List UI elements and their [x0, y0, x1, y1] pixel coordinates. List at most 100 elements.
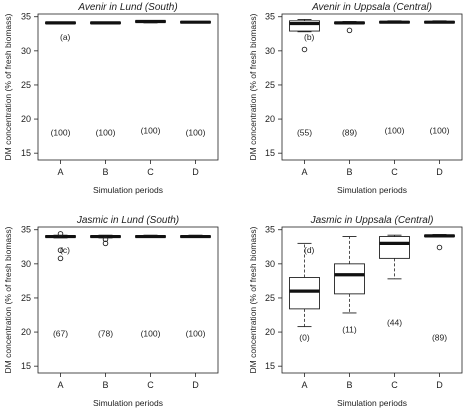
box-B: (11)	[334, 236, 365, 334]
box-D: (100)	[424, 20, 455, 136]
y-axis-label: DM concentration (% of fresh biomass)	[248, 226, 258, 373]
box-annotation: (67)	[53, 328, 68, 338]
box-B: (78)	[90, 234, 121, 338]
box-B: (100)	[90, 21, 121, 138]
panel-label: (c)	[60, 245, 70, 255]
x-axis-label: Simulation periods	[93, 185, 163, 195]
box-B: (89)	[334, 21, 365, 138]
box-A: (100)	[45, 21, 76, 138]
y-tick-label: 35	[21, 225, 31, 235]
box-iqr	[379, 236, 410, 259]
chart-title: Jasmic in Uppsala (Central)	[310, 215, 434, 226]
x-tick-label: A	[57, 167, 63, 177]
x-axis-label: Simulation periods	[337, 398, 407, 408]
box-annotation: (100)	[141, 328, 161, 338]
outlier-point	[102, 236, 109, 243]
x-tick-label: A	[301, 167, 307, 177]
x-tick-label: D	[192, 380, 199, 390]
chart-title: Avenir in Lund (South)	[77, 2, 177, 13]
y-tick-label: 25	[21, 80, 31, 90]
x-tick-label: B	[346, 380, 352, 390]
y-axis-label: DM concentration (% of fresh biomass)	[3, 13, 13, 160]
box-iqr	[334, 263, 365, 295]
panel-label: (d)	[304, 245, 315, 255]
y-tick-label: 30	[265, 259, 275, 269]
x-tick-label: D	[436, 167, 443, 177]
y-tick-label: 25	[265, 293, 275, 303]
x-tick-label: C	[147, 380, 154, 390]
box-D: (100)	[180, 20, 211, 138]
chart-panel-2: Avenir in Uppsala (Central) 15 20 25 30 35 A B C…	[248, 2, 463, 195]
outlier-point	[102, 240, 109, 247]
box-A: (55)	[289, 19, 320, 138]
y-tick-label: 30	[21, 46, 31, 56]
box-D: (89)	[424, 234, 455, 343]
y-tick-label: 25	[265, 80, 275, 90]
box-annotation: (100)	[186, 128, 206, 138]
box-annotation: (100)	[385, 126, 405, 136]
x-tick-label: A	[57, 380, 63, 390]
y-tick-label: 20	[21, 327, 31, 337]
outlier-point	[346, 27, 353, 34]
chart-title: Avenir in Uppsala (Central)	[311, 2, 432, 13]
outlier-point	[301, 46, 308, 53]
x-axis-label: Simulation periods	[337, 185, 407, 195]
chart-panel-3: Jasmic in Lund (South) 15 20 25 30 35 A B C D Simu…	[3, 215, 219, 408]
y-tick-label: 25	[21, 293, 31, 303]
x-axis-label: Simulation periods	[93, 398, 163, 408]
x-tick-label: B	[102, 380, 108, 390]
box-C: (100)	[379, 20, 410, 136]
y-tick-label: 15	[21, 361, 31, 371]
x-tick-label: B	[102, 167, 108, 177]
y-tick-label: 20	[265, 114, 275, 124]
box-C: (100)	[135, 19, 166, 136]
box-A: (67)	[45, 231, 76, 338]
chart-title: Jasmic in Lund (South)	[76, 215, 179, 226]
y-tick-label: 30	[265, 46, 275, 56]
y-axis-label: DM concentration (% of fresh biomass)	[248, 13, 258, 160]
panel-label: (b)	[304, 32, 315, 42]
box-annotation: (44)	[387, 318, 402, 328]
outlier-point	[57, 255, 64, 262]
x-tick-label: B	[346, 167, 352, 177]
box-annotation: (78)	[98, 328, 113, 338]
box-annotation: (100)	[430, 126, 450, 136]
box-C: (44)	[379, 234, 410, 328]
box-annotation: (0)	[299, 333, 310, 343]
box-annotation: (89)	[432, 333, 447, 343]
y-tick-label: 35	[265, 12, 275, 22]
y-tick-label: 35	[21, 12, 31, 22]
x-tick-label: D	[436, 380, 443, 390]
panel-label: (a)	[60, 32, 71, 42]
box-annotation: (89)	[342, 128, 357, 138]
outlier-point	[57, 231, 64, 237]
box-D: (100)	[180, 234, 211, 338]
box-annotation: (100)	[186, 328, 206, 338]
plot-frame	[37, 226, 219, 374]
x-tick-label: C	[391, 380, 398, 390]
x-tick-label: A	[301, 380, 307, 390]
outlier-point	[57, 247, 64, 253]
y-axis-label: DM concentration (% of fresh biomass)	[3, 226, 13, 373]
box-A: (0)	[289, 242, 320, 343]
box-annotation: (11)	[342, 324, 357, 334]
box-C: (100)	[135, 234, 166, 338]
x-tick-label: C	[391, 167, 398, 177]
box-annotation: (55)	[297, 128, 312, 138]
y-tick-label: 30	[21, 259, 31, 269]
plot-frame	[281, 226, 463, 374]
outlier-point	[436, 244, 443, 251]
box-annotation: (100)	[141, 126, 161, 136]
plot-frame	[281, 13, 463, 161]
y-tick-label: 20	[21, 114, 31, 124]
y-tick-label: 35	[265, 225, 275, 235]
x-tick-label: D	[192, 167, 199, 177]
y-tick-label: 20	[265, 327, 275, 337]
chart-panel-1: Avenir in Lund (South) 15 20 25 30 35 A B C D Simu…	[3, 2, 219, 195]
x-tick-label: C	[147, 167, 154, 177]
y-tick-label: 15	[265, 148, 275, 158]
chart-panel-4: Jasmic in Uppsala (Central) 15 20 25 30 35 A B C…	[248, 215, 463, 408]
y-tick-label: 15	[21, 148, 31, 158]
plot-frame	[37, 13, 219, 161]
